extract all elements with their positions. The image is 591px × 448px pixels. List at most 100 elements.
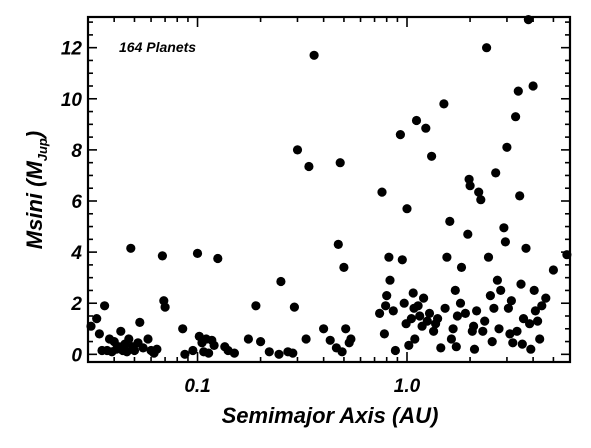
data-point — [341, 324, 351, 334]
data-point — [489, 303, 499, 313]
data-point — [494, 324, 504, 334]
data-point — [433, 314, 443, 324]
data-point — [480, 316, 490, 326]
data-point — [395, 130, 405, 140]
data-point — [289, 302, 299, 312]
data-point — [94, 329, 104, 339]
data-point — [375, 308, 385, 318]
data-point — [204, 348, 214, 358]
data-point — [209, 340, 219, 350]
data-point — [528, 81, 538, 91]
data-point — [421, 123, 431, 133]
y-tick-label: 0 — [71, 345, 82, 366]
data-point — [476, 195, 486, 205]
data-point — [413, 301, 423, 311]
x-tick-label: 1.0 — [394, 376, 421, 397]
data-point — [415, 311, 425, 321]
data-point — [503, 303, 513, 313]
data-point — [213, 253, 223, 264]
data-point — [510, 112, 521, 122]
data-point — [160, 302, 170, 312]
ticks-layer — [88, 17, 570, 362]
data-point — [339, 262, 349, 272]
data-point — [422, 316, 432, 326]
data-point — [301, 334, 311, 344]
y-axis-title-sub: Jup — [35, 138, 50, 161]
data-point — [535, 334, 545, 344]
y-tick-label: 4 — [70, 243, 82, 264]
data-point — [463, 229, 473, 239]
data-point — [424, 308, 435, 318]
data-point — [429, 326, 439, 336]
data-point — [500, 237, 510, 247]
tick-labels-layer: 0 2 4 6 8 10 12 0.1 1.0 — [61, 39, 421, 397]
data-point — [288, 348, 298, 358]
plot-frame — [86, 15, 572, 364]
data-point — [419, 293, 429, 303]
data-point — [513, 86, 523, 96]
data-point — [436, 343, 446, 353]
data-point — [515, 191, 525, 201]
data-point — [404, 340, 414, 350]
data-point — [506, 296, 516, 306]
data-point — [319, 324, 329, 334]
data-point — [508, 338, 518, 348]
data-point — [460, 308, 470, 318]
data-point — [491, 168, 501, 178]
y-tick-label: 8 — [71, 141, 82, 162]
data-point — [292, 145, 303, 155]
data-point — [157, 251, 167, 261]
data-point — [485, 291, 495, 301]
y-tick-label: 2 — [70, 294, 82, 315]
data-point — [499, 223, 509, 233]
y-tick-label: 6 — [71, 192, 82, 213]
data-point — [408, 288, 418, 298]
data-point — [381, 301, 391, 311]
data-point — [529, 285, 539, 295]
data-point — [537, 301, 547, 311]
data-point — [450, 285, 460, 295]
data-point — [455, 298, 466, 308]
data-point — [465, 181, 475, 191]
data-point — [502, 142, 512, 152]
data-point — [541, 293, 551, 303]
data-point — [388, 306, 398, 316]
data-point — [229, 348, 239, 358]
data-point — [399, 298, 409, 308]
data-point — [192, 248, 203, 258]
data-point — [487, 337, 497, 347]
data-point — [143, 334, 153, 344]
data-point — [377, 187, 387, 197]
data-point — [402, 204, 412, 214]
data-point — [397, 255, 407, 265]
data-point — [178, 324, 188, 334]
data-point — [516, 279, 526, 289]
data-point — [483, 252, 494, 262]
data-point — [100, 301, 110, 311]
data-point — [472, 306, 482, 316]
data-point — [129, 345, 140, 356]
data-point — [379, 329, 389, 339]
points-layer — [86, 15, 572, 359]
data-point — [309, 50, 319, 60]
data-point — [411, 115, 422, 126]
planet-count-annotation: 164 Planets — [119, 39, 196, 55]
data-point — [446, 334, 456, 344]
data-point — [92, 314, 102, 324]
data-point — [116, 326, 126, 336]
data-point — [521, 243, 531, 253]
data-point — [474, 187, 484, 197]
data-point — [335, 158, 345, 168]
data-point — [445, 216, 455, 226]
data-point — [333, 239, 343, 249]
data-point — [124, 334, 134, 344]
data-point — [439, 99, 449, 109]
data-point — [406, 314, 416, 324]
data-point — [251, 301, 261, 311]
data-point — [469, 344, 480, 354]
data-point — [496, 285, 506, 295]
y-axis-title-main: Msini (M — [22, 161, 47, 250]
data-point — [256, 337, 266, 347]
data-point — [152, 344, 162, 354]
